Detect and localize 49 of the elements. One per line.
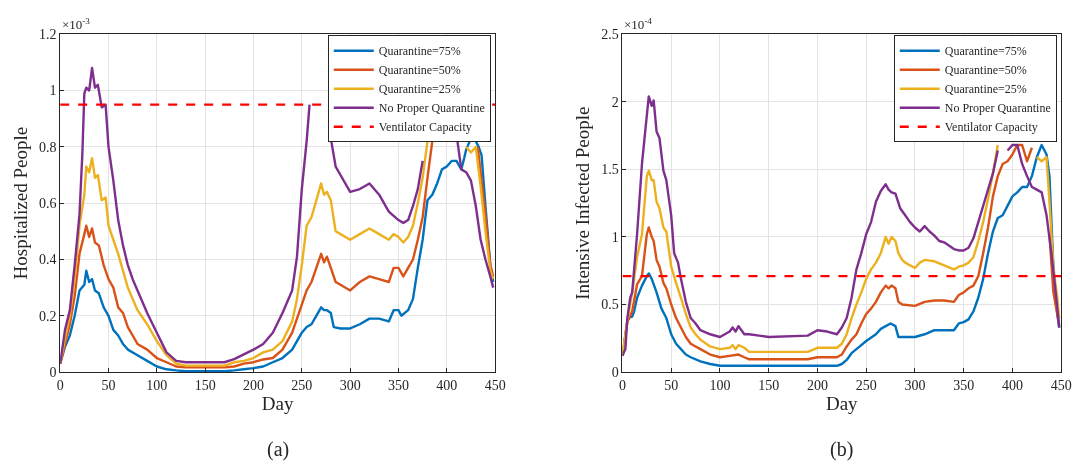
text: ×10$^{-3}$: [62, 16, 91, 33]
legend-label: Quarantine=75%: [378, 44, 461, 59]
legend-label: Quarantine=25%: [378, 82, 461, 97]
y-tick-label: 1: [49, 83, 57, 99]
x-tick-label: 300: [904, 377, 926, 393]
y-tick-label: 0.2: [38, 308, 57, 324]
y-tick-label: 2.5: [601, 27, 619, 43]
legend-label: Quarantine=25%: [944, 82, 1027, 97]
y-tick-label: 0.4: [38, 252, 57, 268]
y-tick-label: 1.2: [38, 27, 57, 43]
x-tick-label: 100: [709, 377, 731, 393]
y-tick-label: 1.5: [601, 162, 619, 178]
y-axis-title: Intensive Infected People: [572, 106, 594, 300]
x-tick-label: 350: [387, 377, 409, 393]
legend-label: Quarantine=50%: [378, 63, 461, 78]
text: ×10$^{-4}$: [624, 16, 653, 33]
y-tick-label: 0.5: [601, 297, 619, 313]
legend-label: No Proper Quarantine: [378, 101, 485, 116]
x-tick-label: 300: [339, 377, 361, 393]
y-tick-label: 0.6: [38, 196, 57, 212]
legend-label: Ventilator Capacity: [944, 120, 1038, 135]
x-axis-title: Day: [261, 392, 294, 414]
y-tick-label: 0: [49, 365, 57, 381]
x-tick-label: 400: [436, 377, 458, 393]
x-tick-label: 150: [758, 377, 780, 393]
text: (a): [267, 438, 290, 461]
legend-label: No Proper Quarantine: [944, 101, 1051, 116]
x-axis-title: Day: [825, 392, 859, 414]
legend-label: Ventilator Capacity: [378, 120, 472, 135]
x-tick-label: 250: [855, 377, 877, 393]
x-tick-label: 200: [242, 377, 264, 393]
x-tick-label: 450: [484, 377, 506, 393]
y-axis-title: Hospitalized People: [9, 126, 31, 280]
text: (b): [830, 438, 854, 461]
y-tick-label: 2: [611, 94, 619, 110]
x-tick-label: 200: [806, 377, 828, 393]
x-tick-label: 50: [664, 377, 679, 393]
legend-label: Quarantine=75%: [944, 44, 1027, 59]
x-tick-label: 100: [146, 377, 168, 393]
x-tick-label: 400: [1001, 377, 1023, 393]
x-tick-label: 350: [953, 377, 975, 393]
x-tick-label: 450: [1050, 377, 1072, 393]
x-tick-label: 50: [101, 377, 116, 393]
x-tick-label: 250: [291, 377, 313, 393]
x-tick-label: 150: [194, 377, 216, 393]
y-tick-label: 0: [611, 365, 619, 381]
legend-label: Quarantine=50%: [944, 63, 1027, 78]
y-tick-label: 1: [611, 229, 619, 245]
y-tick-label: 0.8: [38, 139, 57, 155]
